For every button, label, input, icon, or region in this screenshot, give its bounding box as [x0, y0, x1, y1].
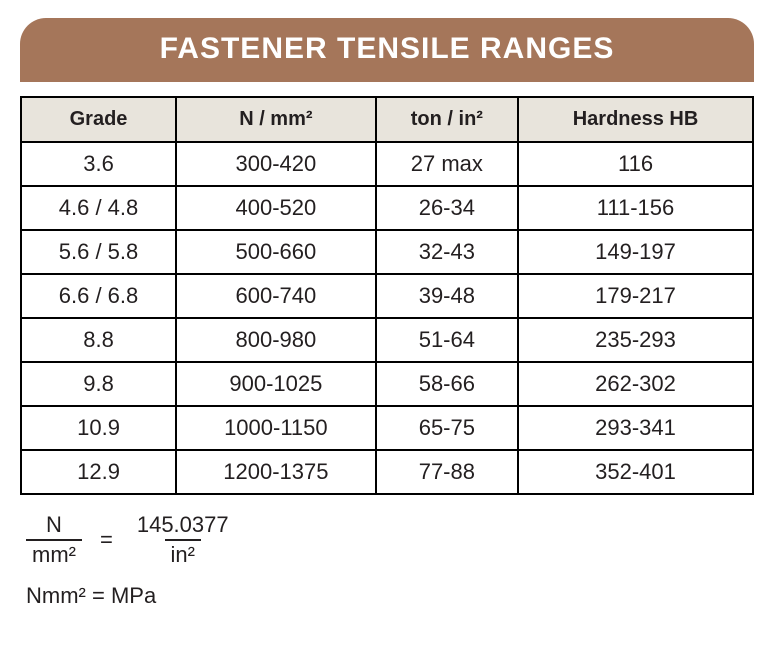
cell: 116	[518, 142, 753, 186]
cell: 8.8	[21, 318, 176, 362]
equals-sign: =	[100, 527, 113, 553]
cell: 293-341	[518, 406, 753, 450]
cell: 51-64	[376, 318, 518, 362]
title-text: FASTENER TENSILE RANGES	[160, 32, 615, 65]
table-row: 9.8 900-1025 58-66 262-302	[21, 362, 753, 406]
cell: 58-66	[376, 362, 518, 406]
table-row: 10.9 1000-1150 65-75 293-341	[21, 406, 753, 450]
cell: 111-156	[518, 186, 753, 230]
col-hardness: Hardness HB	[518, 97, 753, 142]
col-grade: Grade	[21, 97, 176, 142]
formula-left-num: N	[40, 513, 68, 539]
formula-left-den: mm²	[26, 539, 82, 567]
cell: 235-293	[518, 318, 753, 362]
table-body: 3.6 300-420 27 max 116 4.6 / 4.8 400-520…	[21, 142, 753, 494]
cell: 1200-1375	[176, 450, 376, 494]
cell: 6.6 / 6.8	[21, 274, 176, 318]
cell: 352-401	[518, 450, 753, 494]
cell: 5.6 / 5.8	[21, 230, 176, 274]
table-row: 8.8 800-980 51-64 235-293	[21, 318, 753, 362]
cell: 800-980	[176, 318, 376, 362]
cell: 65-75	[376, 406, 518, 450]
formula-right-num: 145.0377	[131, 513, 235, 539]
cell: 1000-1150	[176, 406, 376, 450]
title-bar: FASTENER TENSILE RANGES	[20, 18, 754, 82]
cell: 39-48	[376, 274, 518, 318]
conversion-formula: N mm² = 145.0377 in²	[20, 513, 754, 567]
cell: 9.8	[21, 362, 176, 406]
cell: 149-197	[518, 230, 753, 274]
cell: 3.6	[21, 142, 176, 186]
cell: 900-1025	[176, 362, 376, 406]
formula-right-fraction: 145.0377 in²	[131, 513, 235, 567]
table-header-row: Grade N / mm² ton / in² Hardness HB	[21, 97, 753, 142]
cell: 400-520	[176, 186, 376, 230]
cell: 26-34	[376, 186, 518, 230]
cell: 4.6 / 4.8	[21, 186, 176, 230]
cell: 600-740	[176, 274, 376, 318]
table-row: 3.6 300-420 27 max 116	[21, 142, 753, 186]
formula-left-fraction: N mm²	[26, 513, 82, 567]
col-nmm2: N / mm²	[176, 97, 376, 142]
cell: 179-217	[518, 274, 753, 318]
col-tonin2: ton / in²	[376, 97, 518, 142]
cell: 12.9	[21, 450, 176, 494]
cell: 10.9	[21, 406, 176, 450]
cell: 32-43	[376, 230, 518, 274]
cell: 77-88	[376, 450, 518, 494]
cell: 300-420	[176, 142, 376, 186]
table-row: 12.9 1200-1375 77-88 352-401	[21, 450, 753, 494]
cell: 500-660	[176, 230, 376, 274]
cell: 27 max	[376, 142, 518, 186]
tensile-table: Grade N / mm² ton / in² Hardness HB 3.6 …	[20, 96, 754, 495]
table-row: 6.6 / 6.8 600-740 39-48 179-217	[21, 274, 753, 318]
formula-right-den: in²	[165, 539, 201, 567]
table-row: 5.6 / 5.8 500-660 32-43 149-197	[21, 230, 753, 274]
unit-note: Nmm² = MPa	[20, 583, 754, 609]
cell: 262-302	[518, 362, 753, 406]
table-row: 4.6 / 4.8 400-520 26-34 111-156	[21, 186, 753, 230]
